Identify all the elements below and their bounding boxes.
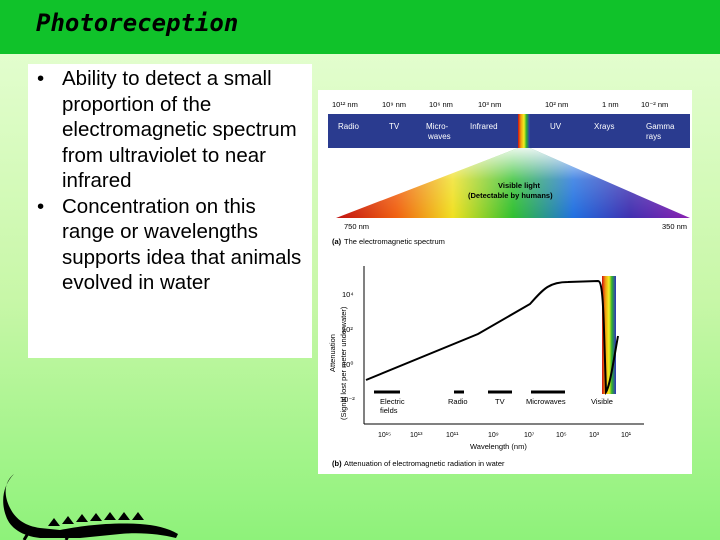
y-tick-label: 10⁻² [340,395,355,404]
band-label-infrared: Infrared [470,122,498,131]
band-labels: Radio TV Micro- waves Infrared UV Xrays … [338,122,675,141]
band-label-tv: TV [389,122,400,131]
x-tick-label: 10³ [589,432,600,439]
spectrum-band-bar [328,114,690,148]
region-label-fields: fields [380,406,398,415]
region-label-tv: TV [495,397,505,406]
wavelength-label: 10² nm [545,100,568,109]
attenuation-curve [365,279,619,396]
wavelength-label: 10¹² nm [332,100,358,109]
wavelength-edge-right: 350 nm [662,222,687,231]
slide-title: Photoreception [36,9,239,37]
x-tick-label: 10¹ [621,432,632,439]
band-label-xrays: Xrays [594,122,614,131]
wavelength-label-row: 10¹² nm 10⁹ nm 10⁶ nm 10³ nm 10² nm 1 nm… [332,100,668,109]
region-label-electric: Electric [380,397,405,406]
wavelength-label: 10⁶ nm [429,100,453,109]
spectrum-figure: 10¹² nm 10⁹ nm 10⁶ nm 10³ nm 10² nm 1 nm… [318,90,692,474]
crocodile-icon [3,474,178,540]
y-tick-label: 10⁴ [342,290,354,299]
attenuation-axis-subtitle: (Signal lost per meter underwater) [339,306,348,420]
attenuation-axis-title: Attenuation [328,334,337,372]
bullet-item: Concentration on this range or wavelengt… [34,194,310,296]
band-label-uv: UV [550,122,562,131]
wavelength-label: 10⁻² nm [641,100,668,109]
bullet-list: Ability to detect a small proportion of … [34,66,310,296]
x-axis-title: Wavelength (nm) [470,442,527,451]
caption-a-letter: (a) [332,237,342,246]
bullet-box: Ability to detect a small proportion of … [28,64,312,358]
caption-b-letter: (b) [332,459,342,468]
y-tick-label: 10⁰ [342,360,353,369]
bullet-item: Ability to detect a small proportion of … [34,66,310,194]
region-label-visible: Visible [591,397,613,406]
band-label-micro: Micro- [426,122,449,131]
x-tick-labels: 10¹⁵ 10¹³ 10¹¹ 10⁹ 10⁷ 10⁵ 10³ 10¹ [378,432,632,439]
wavelength-label: 10⁹ nm [382,100,406,109]
visible-light-fan [336,148,690,218]
band-label-radio: Radio [338,122,359,131]
wavelength-label: 1 nm [602,100,619,109]
caption-b: Attenuation of electromagnetic radiation… [344,459,505,468]
x-tick-label: 10¹⁵ [378,432,391,439]
y-tick-label: 10² [342,325,353,334]
x-tick-label: 10⁹ [488,432,499,439]
wavelength-edge-left: 750 nm [344,222,369,231]
visible-light-title: Visible light [498,181,540,190]
region-label-microwaves: Microwaves [526,397,566,406]
band-label-rays: rays [646,132,661,141]
title-bar [0,0,720,54]
spectrum-figure-svg: 10¹² nm 10⁹ nm 10⁶ nm 10³ nm 10² nm 1 nm… [328,100,690,468]
x-tick-label: 10¹³ [410,432,423,439]
band-label-gamma: Gamma [646,122,675,131]
visible-strip [518,114,530,148]
caption-a: The electromagnetic spectrum [344,237,445,246]
wavelength-label: 10³ nm [478,100,501,109]
x-tick-label: 10⁵ [556,432,567,439]
x-tick-label: 10⁷ [524,432,535,439]
visible-light-note: (Detectable by humans) [468,191,553,200]
region-label-radio: Radio [448,397,468,406]
x-tick-label: 10¹¹ [446,432,459,439]
band-label-waves: waves [427,132,451,141]
